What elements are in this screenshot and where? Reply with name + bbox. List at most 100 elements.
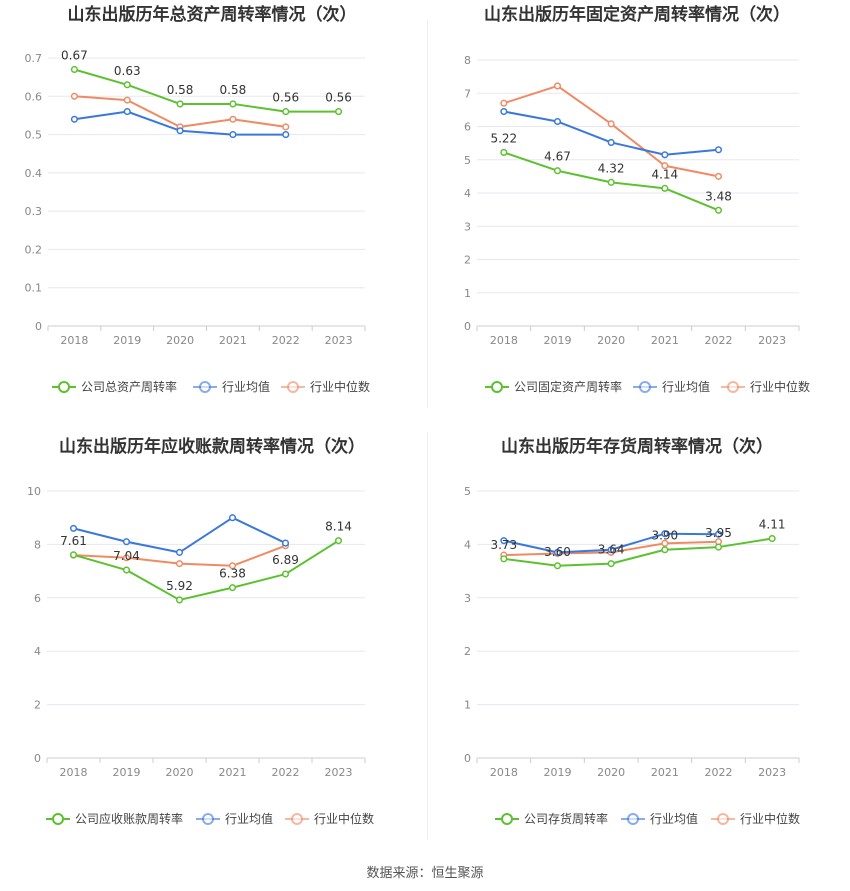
x-tick-label: 2023 xyxy=(325,334,353,347)
x-tick-label: 2020 xyxy=(166,334,194,347)
data-point xyxy=(714,543,723,551)
data-point xyxy=(123,81,131,89)
legend-label: 行业均值 xyxy=(662,379,710,394)
x-tick-label: 2021 xyxy=(219,766,247,779)
y-tick-label: 8 xyxy=(464,54,471,67)
legend-swatch-marker xyxy=(199,381,211,393)
data-source-note: 数据来源：恒生聚源 xyxy=(366,866,484,881)
legend-swatch-marker xyxy=(291,813,303,825)
data-label: 0.58 xyxy=(167,83,194,97)
data-point xyxy=(661,530,669,538)
chart-title: 山东出版历年总资产周转率情况（次） xyxy=(68,4,357,25)
y-tick-label: 0 xyxy=(464,320,471,333)
legend-swatch-marker xyxy=(58,381,70,393)
data-label: 3.60 xyxy=(544,545,571,559)
data-point xyxy=(714,146,723,154)
data-point xyxy=(661,546,669,554)
data-point xyxy=(661,151,669,159)
chart-panel-receivables-turnover: 山东出版历年应收账款周转率情况（次） 0 2 4 6 8 10 2018 2019 2020 202… xyxy=(0,430,425,860)
y-tick-label: 1 xyxy=(464,699,471,712)
x-tick-label: 2019 xyxy=(544,766,572,779)
x-tick-label: 2020 xyxy=(166,766,194,779)
panel-divider-bottom xyxy=(427,432,428,840)
legend-label: 行业均值 xyxy=(650,811,698,826)
data-point xyxy=(607,546,615,554)
y-tick-label: 0.7 xyxy=(25,52,43,65)
x-tick-label: 2018 xyxy=(490,334,518,347)
legend-label: 公司总资产周转率 xyxy=(81,379,177,394)
series-line xyxy=(73,539,340,601)
y-tick-label: 3 xyxy=(464,592,471,605)
y-tick-label: 4 xyxy=(464,187,471,200)
y-tick-label: 0 xyxy=(34,752,41,765)
legend-swatch-marker xyxy=(717,813,729,825)
data-point xyxy=(714,172,723,180)
data-point xyxy=(500,537,508,545)
data-point xyxy=(70,92,78,100)
data-point xyxy=(714,206,723,214)
y-tick-label: 6 xyxy=(464,121,471,134)
chart-panel-inventory-turnover: 山东出版历年存货周转率情况（次） 0 1 2 3 4 5 2018 2019 2020 2021 20… xyxy=(425,430,850,860)
data-point xyxy=(229,131,237,139)
x-tick-label: 2023 xyxy=(325,766,353,779)
data-point xyxy=(122,566,131,574)
y-tick-label: 10 xyxy=(27,485,41,498)
data-label: 4.67 xyxy=(544,150,571,164)
y-tick-label: 2 xyxy=(464,254,471,267)
x-tick-label: 2018 xyxy=(490,766,518,779)
legend-label: 行业中位数 xyxy=(740,811,800,826)
data-point xyxy=(335,108,343,116)
x-tick-label: 2021 xyxy=(651,334,679,347)
data-label: 0.63 xyxy=(114,64,141,78)
data-label: 3.48 xyxy=(705,189,732,203)
y-tick-label: 0 xyxy=(464,752,471,765)
y-tick-label: 0.1 xyxy=(25,282,43,295)
data-label: 3.64 xyxy=(598,543,625,557)
chart-total-asset-turnover: 山东出版历年总资产周转率情况（次） 0 0.1 0.2 0.3 0.4 0.5 0.6 0.7 2… xyxy=(25,4,371,394)
y-tick-label: 6 xyxy=(34,592,41,605)
series-line xyxy=(74,68,339,113)
data-point xyxy=(607,120,615,128)
chart-panel-total-asset-turnover: 山东出版历年总资产周转率情况（次） 0 0.1 0.2 0.3 0.4 0.5 0.6 0.7 2… xyxy=(0,0,425,430)
chart-inventory-turnover: 山东出版历年存货周转率情况（次） 0 1 2 3 4 5 2018 2019 2020 2021 20… xyxy=(464,436,800,826)
data-point xyxy=(553,548,562,556)
data-label: 3.95 xyxy=(705,526,732,540)
legend-swatch-marker xyxy=(287,381,299,393)
data-point xyxy=(661,162,669,170)
y-tick-label: 4 xyxy=(464,538,471,551)
data-label: 3.73 xyxy=(490,538,517,552)
data-point xyxy=(553,167,562,175)
legend-label: 行业中位数 xyxy=(750,379,810,394)
data-point xyxy=(228,584,237,592)
x-tick-label: 2022 xyxy=(705,766,733,779)
data-point xyxy=(500,148,508,156)
data-point xyxy=(123,108,131,116)
data-label: 4.14 xyxy=(651,167,678,181)
data-point xyxy=(500,99,508,107)
data-point xyxy=(228,562,237,570)
data-point xyxy=(500,555,508,563)
data-label: 7.04 xyxy=(113,549,140,563)
data-point xyxy=(607,178,615,186)
y-tick-label: 0.2 xyxy=(25,243,43,256)
data-label: 6.38 xyxy=(219,567,246,581)
data-point xyxy=(768,534,776,543)
data-point xyxy=(228,514,237,522)
data-point xyxy=(122,538,131,546)
data-point xyxy=(229,115,237,123)
data-point xyxy=(123,96,131,104)
y-tick-label: 4 xyxy=(34,645,41,658)
y-tick-label: 5 xyxy=(464,485,471,498)
legend-label: 公司固定资产周转率 xyxy=(514,379,622,394)
chart-title: 山东出版历年存货周转率情况（次） xyxy=(501,436,773,457)
data-point xyxy=(714,530,723,538)
data-point xyxy=(281,570,290,578)
x-tick-label: 2020 xyxy=(597,766,625,779)
chart-receivables-turnover: 山东出版历年应收账款周转率情况（次） 0 2 4 6 8 10 2018 2019 2020 202… xyxy=(27,436,374,826)
x-tick-label: 2018 xyxy=(60,334,88,347)
data-point xyxy=(661,539,669,547)
y-tick-label: 5 xyxy=(464,154,471,167)
y-tick-label: 0 xyxy=(35,320,42,333)
x-tick-label: 2023 xyxy=(758,334,786,347)
data-point xyxy=(176,127,184,135)
